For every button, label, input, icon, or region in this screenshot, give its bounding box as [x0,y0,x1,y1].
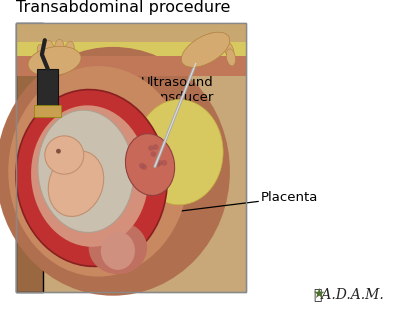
Ellipse shape [101,232,135,270]
Ellipse shape [136,100,223,205]
Ellipse shape [54,39,64,58]
Ellipse shape [38,110,134,232]
Ellipse shape [28,46,81,76]
Circle shape [56,149,61,154]
Ellipse shape [48,151,104,216]
Bar [16,23,246,292]
Ellipse shape [44,40,55,59]
Ellipse shape [8,66,188,276]
Ellipse shape [31,105,148,247]
Ellipse shape [217,36,229,52]
Text: ✿A.D.A.M.: ✿A.D.A.M. [314,287,384,301]
Text: ★: ★ [312,287,324,301]
Circle shape [151,164,157,169]
Text: Ultrasound
transducer: Ultrasound transducer [45,76,214,104]
Bar [34,105,61,117]
Ellipse shape [37,44,48,63]
Bar [16,23,246,76]
Circle shape [45,136,84,174]
Ellipse shape [226,49,236,66]
Ellipse shape [224,42,234,58]
Circle shape [133,164,139,170]
Text: Placenta: Placenta [154,191,318,214]
Bar [37,69,58,112]
Bar [16,56,246,76]
Bar [16,42,246,71]
Ellipse shape [209,33,222,47]
Circle shape [151,172,157,177]
Bar [16,23,246,292]
Circle shape [141,160,147,166]
Ellipse shape [126,134,175,196]
Circle shape [159,144,165,150]
Text: Transabdominal procedure: Transabdominal procedure [16,0,230,15]
Ellipse shape [16,90,167,267]
FancyBboxPatch shape [16,23,43,292]
Ellipse shape [0,47,230,296]
Ellipse shape [64,41,74,60]
Circle shape [153,180,159,186]
Ellipse shape [89,221,147,274]
Circle shape [145,179,151,184]
Circle shape [136,144,142,149]
Ellipse shape [181,32,230,67]
